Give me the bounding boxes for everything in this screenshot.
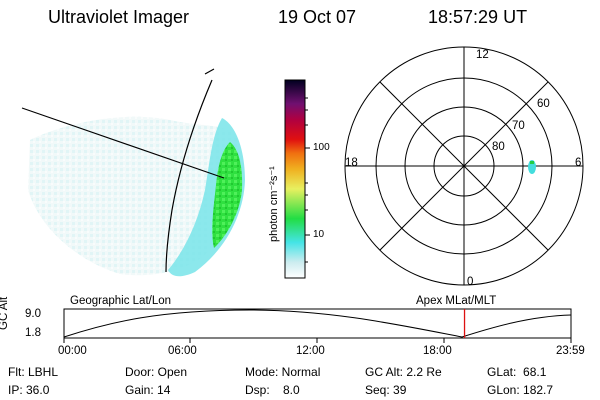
timeline-ymin: 1.8 [25,327,41,339]
time-label: 18:57:29 UT [428,7,528,27]
status-mode: Mode: Normal [245,365,321,379]
timeline-left-title: Geographic Lat/Lon [70,295,172,307]
time-tick-2359: 23:59 [556,345,585,357]
terminator-curve [165,79,213,273]
status-dsp: Dsp: 8.0 [245,383,300,397]
polar-label-18: 18 [345,157,358,169]
date-label: 19 Oct 07 [278,7,357,27]
colorbar-gradient [284,79,306,279]
status-gc-alt: GC Alt: 2.2 Re [365,365,442,379]
status-glat: GLat: 68.1 [487,365,547,379]
colorbar-label-10: 10 [313,229,325,240]
time-tick-0600: 06:00 [168,345,197,357]
status-ip: IP: 36.0 [8,383,50,397]
polar-label-0: 0 [467,276,474,288]
colorbar-label-100: 100 [313,142,330,153]
aurora-green-core [212,142,243,248]
instrument-title: Ultraviolet Imager [48,7,190,27]
tick-mark [204,68,215,75]
aurora-faint-region [28,116,241,276]
time-tick-1800: 18:00 [423,345,452,357]
time-tick-1200: 12:00 [296,345,325,357]
status-door: Door: Open [125,365,188,379]
status-gain: Gain: 14 [125,383,171,397]
altitude-curve [63,309,572,338]
boresight-line [21,107,225,179]
status-flt: Flt: LBHL [8,365,59,379]
polar-ring-60: 60 [537,98,550,110]
timeline-ymax: 9.0 [25,308,41,320]
polar-label-12: 12 [476,49,489,61]
polar-ring-80: 80 [492,141,505,153]
polar-ring-70: 70 [512,120,525,132]
status-seq: Seq: 39 [365,383,407,397]
timeline-right-title: Apex MLat/MLT [416,295,497,307]
status-glon: GLon: 182.7 [487,383,554,397]
time-tick-0000: 00:00 [58,345,87,357]
polar-label-6: 6 [575,157,582,169]
